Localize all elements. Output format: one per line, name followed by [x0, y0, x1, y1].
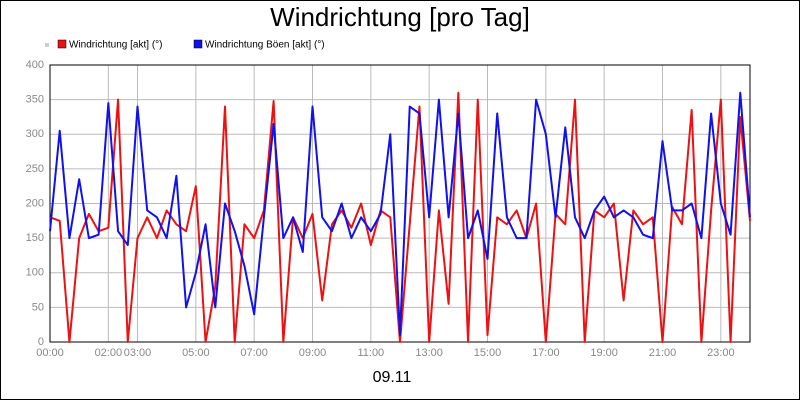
- legend-swatch: [57, 39, 67, 49]
- x-tick-label: 03:00: [124, 347, 152, 359]
- legend-swatch: [193, 39, 203, 49]
- x-tick-label: 19:00: [590, 347, 618, 359]
- y-tick-label: 250: [26, 163, 44, 175]
- x-tick-label: 15:00: [474, 347, 502, 359]
- x-tick-label: 13:00: [415, 347, 443, 359]
- x-tick-label: 23:00: [707, 347, 735, 359]
- data-line: [49, 91, 751, 337]
- y-tick-label: 400: [26, 59, 44, 71]
- x-tick-label: 11:00: [357, 347, 384, 359]
- legend-label: Windrichtung Böen [akt] (°): [205, 40, 325, 51]
- x-tick-label: 07:00: [240, 347, 268, 359]
- y-tick-label: 0: [38, 336, 44, 348]
- x-tick-label: 00:00: [36, 347, 64, 359]
- y-tick-label: 100: [26, 267, 44, 279]
- x-tick-label: 09:00: [299, 347, 327, 359]
- x-tick-label: 05:00: [182, 347, 210, 359]
- y-tick-label: 200: [26, 197, 44, 209]
- y-tick-label: 150: [26, 232, 44, 244]
- y-tick-label: 300: [26, 128, 44, 140]
- legend-decoration: [45, 43, 49, 47]
- y-tick-label: 50: [32, 301, 44, 313]
- data-line: [49, 91, 751, 343]
- legend-label: Windrichtung [akt] (°): [69, 40, 162, 51]
- chart-title: Windrichtung [pro Tag]: [270, 2, 530, 32]
- x-tick-label: 21:00: [649, 347, 677, 359]
- x-axis-label: 09.11: [373, 369, 412, 386]
- y-tick-label: 350: [26, 94, 44, 106]
- x-tick-label: 02:00: [95, 347, 123, 359]
- x-tick-label: 17:00: [532, 347, 560, 359]
